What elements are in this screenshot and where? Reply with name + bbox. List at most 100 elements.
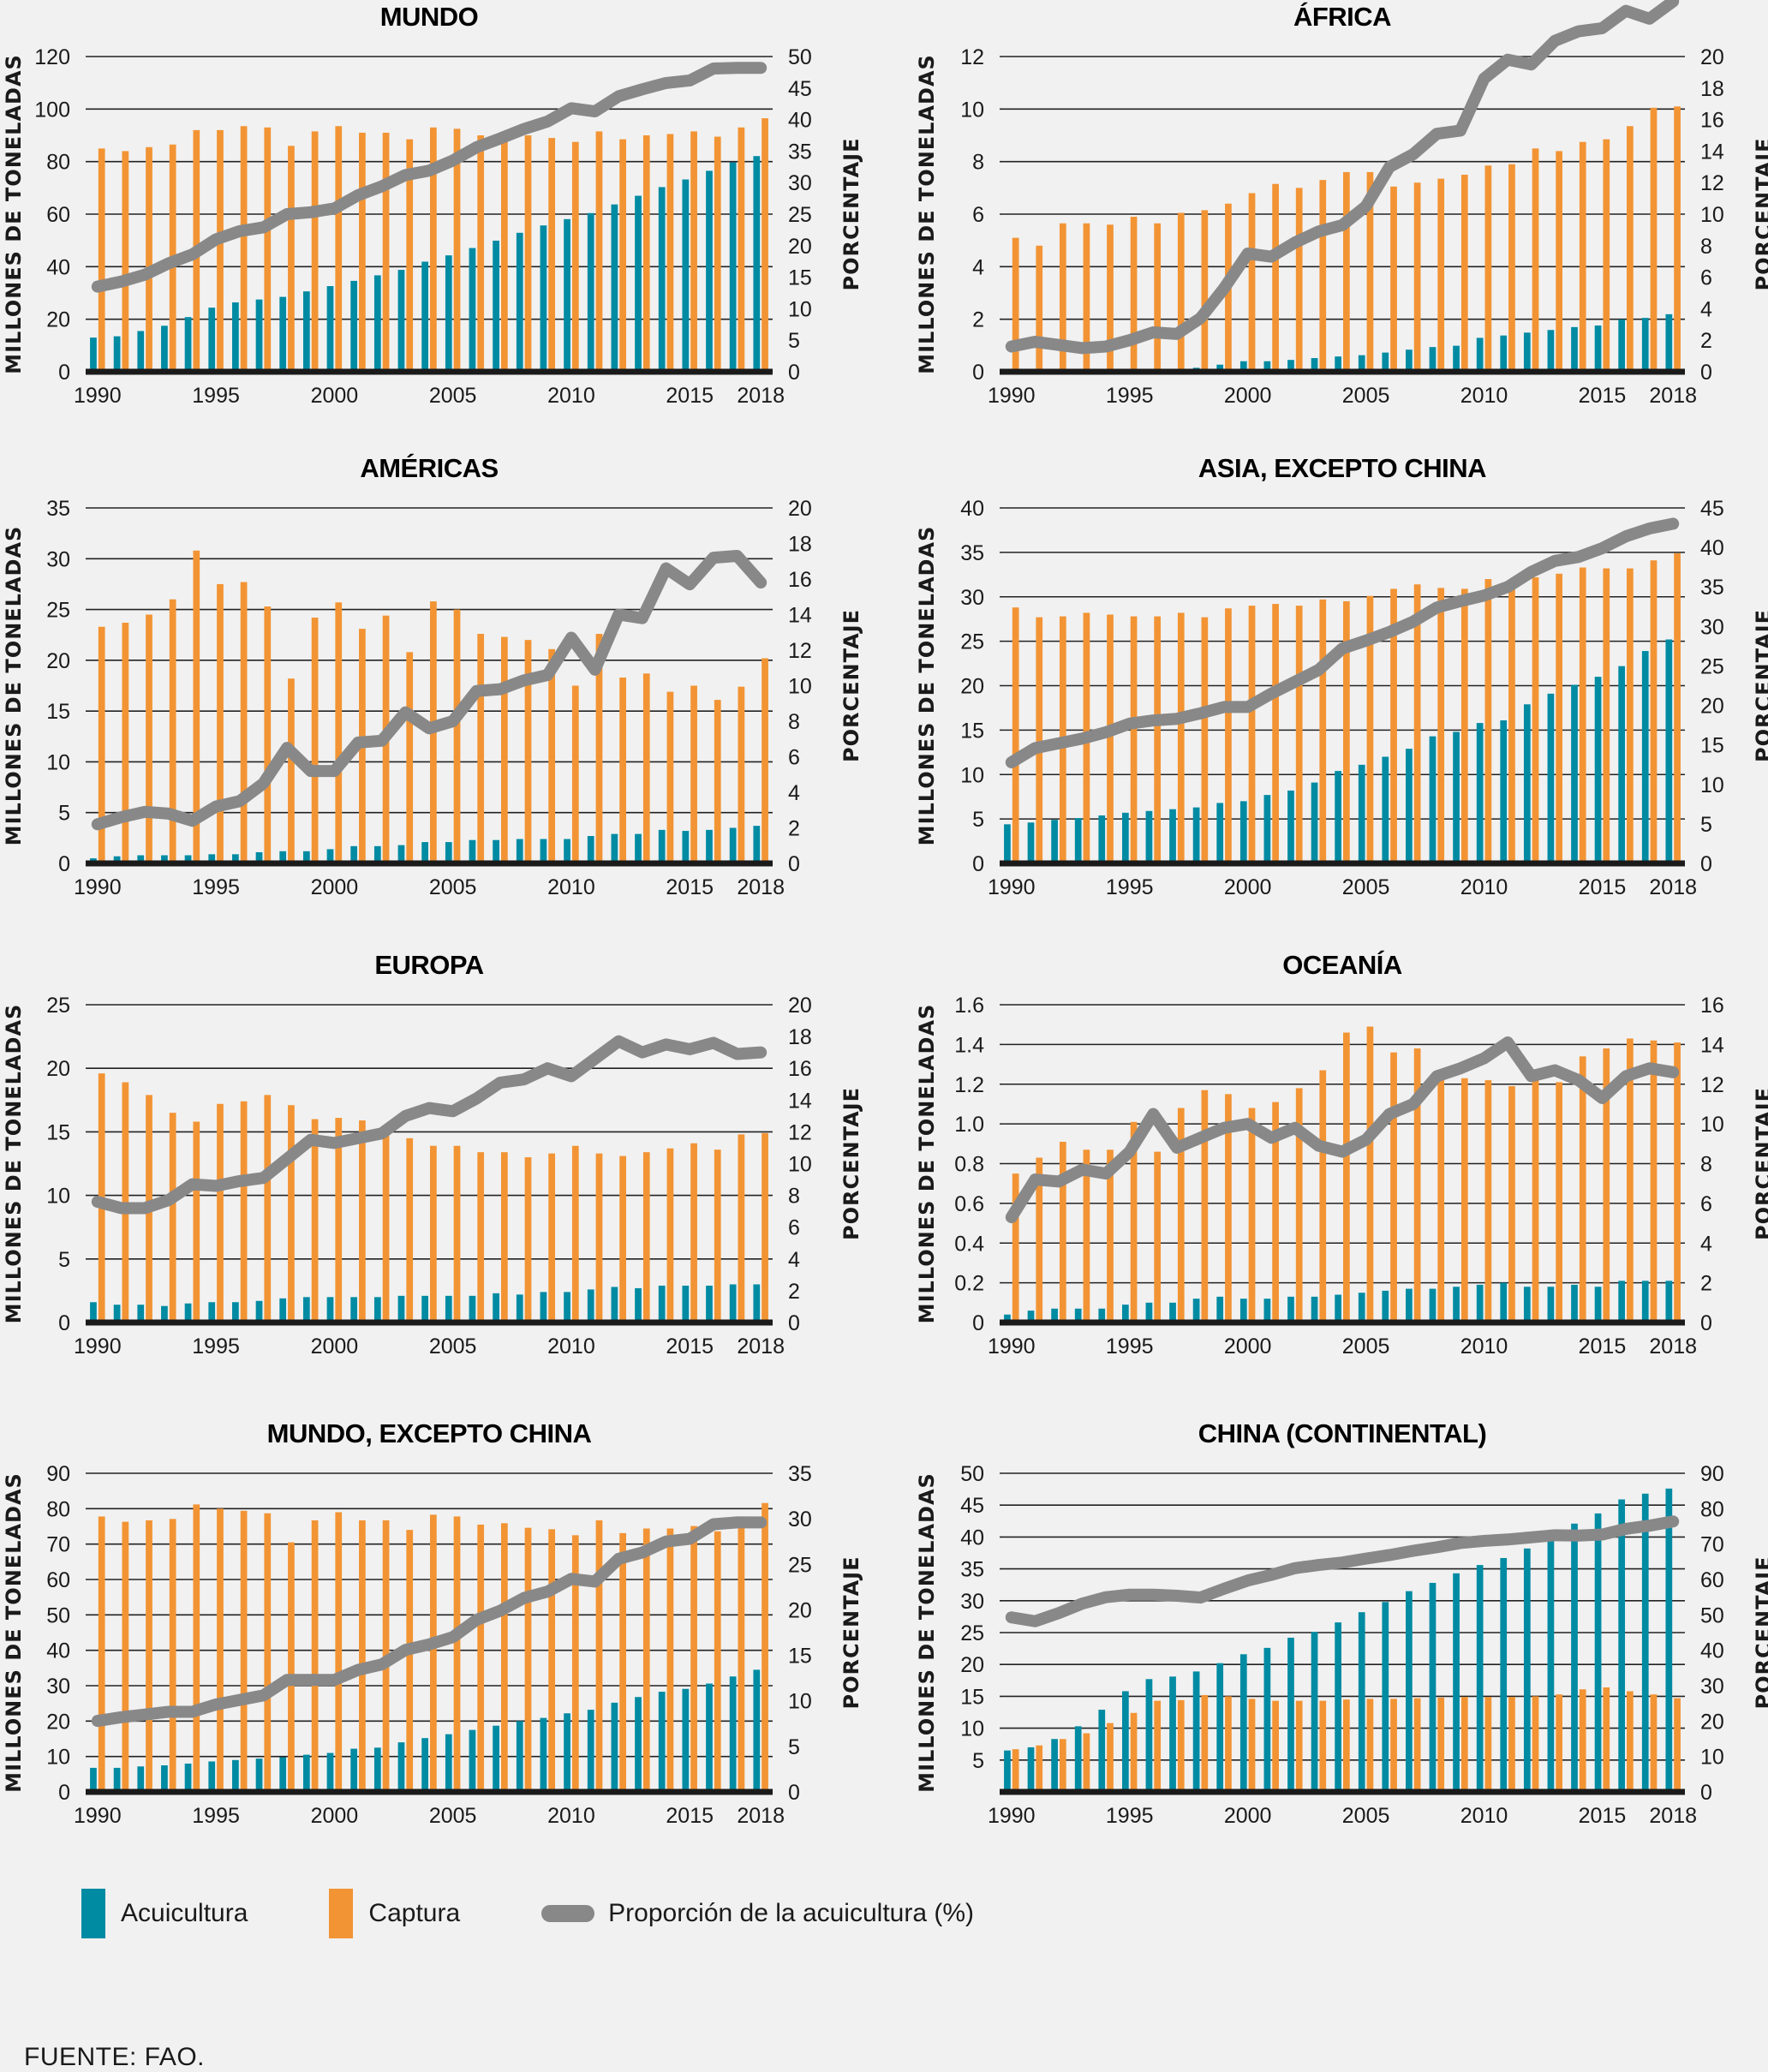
bar-captura bbox=[525, 135, 532, 372]
bar-captura bbox=[1272, 1701, 1279, 1792]
bar-captura bbox=[1651, 108, 1658, 372]
x-tick-label: 1995 bbox=[192, 384, 240, 408]
bar-acuicultura bbox=[1595, 1514, 1602, 1792]
bar-acuicultura bbox=[1216, 1297, 1223, 1323]
bar-captura bbox=[264, 128, 271, 372]
bar-acuicultura bbox=[588, 1289, 594, 1323]
y-tick-label: 40 bbox=[46, 255, 70, 279]
bar-captura bbox=[406, 652, 413, 863]
bar-acuicultura bbox=[1075, 1726, 1082, 1792]
y-tick-label: 60 bbox=[46, 203, 70, 227]
bar-acuicultura bbox=[611, 1287, 618, 1323]
bar-captura bbox=[572, 1146, 579, 1323]
bar-acuicultura bbox=[1548, 330, 1555, 372]
bar-captura bbox=[1485, 579, 1492, 863]
bar-acuicultura bbox=[1240, 801, 1247, 863]
bar-acuicultura bbox=[1216, 803, 1223, 863]
bar-acuicultura bbox=[374, 1297, 381, 1323]
bar-acuicultura bbox=[256, 300, 263, 372]
bar-acuicultura bbox=[682, 180, 689, 372]
bar-acuicultura bbox=[753, 156, 760, 372]
bar-captura bbox=[1367, 1699, 1374, 1792]
bar-captura bbox=[1249, 193, 1256, 372]
bar-acuicultura bbox=[588, 836, 594, 863]
bar-acuicultura bbox=[682, 831, 689, 863]
y2-tick-label: 6 bbox=[1700, 266, 1712, 290]
bar-captura bbox=[1674, 1699, 1681, 1792]
bar-captura bbox=[1390, 187, 1397, 372]
bar-acuicultura bbox=[706, 1684, 713, 1792]
y2-tick-label: 45 bbox=[788, 77, 812, 101]
y2-tick-label: 8 bbox=[788, 710, 800, 734]
bar-captura bbox=[1651, 1694, 1658, 1792]
bar-acuicultura bbox=[753, 826, 760, 863]
y-tick-label: 20 bbox=[46, 649, 70, 673]
x-tick-label: 2015 bbox=[666, 1804, 714, 1828]
bar-acuicultura bbox=[1359, 1293, 1365, 1323]
bar-captura bbox=[335, 1512, 342, 1792]
bar-acuicultura bbox=[90, 337, 97, 372]
bar-acuicultura bbox=[1665, 640, 1672, 863]
x-tick-label: 2015 bbox=[1579, 1804, 1627, 1828]
bar-acuicultura bbox=[1524, 1287, 1531, 1323]
y2-tick-label: 12 bbox=[788, 639, 812, 663]
bar-captura bbox=[1627, 1691, 1634, 1792]
bar-captura bbox=[762, 1133, 768, 1323]
bar-acuicultura bbox=[1571, 684, 1578, 863]
y-tick-label: 60 bbox=[46, 1568, 70, 1592]
bar-acuicultura bbox=[1524, 332, 1531, 372]
bar-acuicultura bbox=[753, 1669, 760, 1792]
y-tick-label: 100 bbox=[34, 98, 70, 122]
x-tick-label: 1990 bbox=[74, 384, 122, 408]
x-tick-label: 2010 bbox=[1460, 384, 1508, 408]
bar-acuicultura bbox=[493, 840, 499, 863]
bar-acuicultura bbox=[1500, 336, 1507, 372]
bar-acuicultura bbox=[232, 302, 239, 372]
bar-captura bbox=[1674, 1042, 1681, 1323]
bar-acuicultura bbox=[208, 308, 215, 372]
bar-captura bbox=[1508, 164, 1515, 372]
bar-captura bbox=[525, 1157, 532, 1323]
y2-tick-label: 8 bbox=[1700, 235, 1712, 259]
y-tick-label: 4 bbox=[972, 255, 984, 279]
bar-acuicultura bbox=[1642, 1494, 1649, 1792]
bar-captura bbox=[690, 686, 697, 864]
bar-captura bbox=[667, 692, 674, 863]
bar-acuicultura bbox=[90, 1768, 97, 1792]
y2-tick-label: 2 bbox=[788, 1280, 800, 1304]
x-tick-label: 2015 bbox=[666, 384, 714, 408]
bar-captura bbox=[1485, 1697, 1492, 1792]
y-tick-label: 50 bbox=[46, 1603, 70, 1627]
y-tick-label: 0.8 bbox=[954, 1153, 984, 1177]
bar-acuicultura bbox=[1571, 327, 1578, 372]
y-tick-label: 0.4 bbox=[954, 1232, 984, 1256]
y2-tick-label: 0 bbox=[788, 361, 800, 385]
bar-acuicultura bbox=[1453, 731, 1460, 863]
bar-acuicultura bbox=[1477, 337, 1484, 372]
bar-acuicultura bbox=[1618, 319, 1625, 372]
bar-captura bbox=[738, 1134, 745, 1323]
bar-captura bbox=[1343, 1699, 1350, 1792]
bar-acuicultura bbox=[1264, 1648, 1271, 1792]
bar-captura bbox=[548, 138, 555, 372]
x-tick-label: 1990 bbox=[74, 1335, 122, 1358]
bar-acuicultura bbox=[659, 1692, 666, 1792]
y2-axis-label: PORCENTAJE bbox=[1752, 138, 1768, 291]
bar-acuicultura bbox=[303, 1297, 310, 1323]
bar-captura bbox=[619, 678, 626, 863]
x-tick-label: 2005 bbox=[1342, 1335, 1390, 1358]
bar-captura bbox=[667, 1528, 674, 1792]
x-tick-label: 2010 bbox=[547, 875, 595, 899]
bar-captura bbox=[1107, 1723, 1114, 1792]
y2-tick-label: 50 bbox=[788, 45, 812, 69]
bar-acuicultura bbox=[256, 1759, 263, 1792]
bar-captura bbox=[288, 146, 295, 372]
y-tick-label: 80 bbox=[46, 1497, 70, 1521]
y2-tick-label: 18 bbox=[788, 533, 812, 557]
bar-acuicultura bbox=[1146, 811, 1153, 863]
y2-tick-label: 30 bbox=[788, 1508, 812, 1532]
y2-tick-label: 8 bbox=[1700, 1153, 1712, 1177]
